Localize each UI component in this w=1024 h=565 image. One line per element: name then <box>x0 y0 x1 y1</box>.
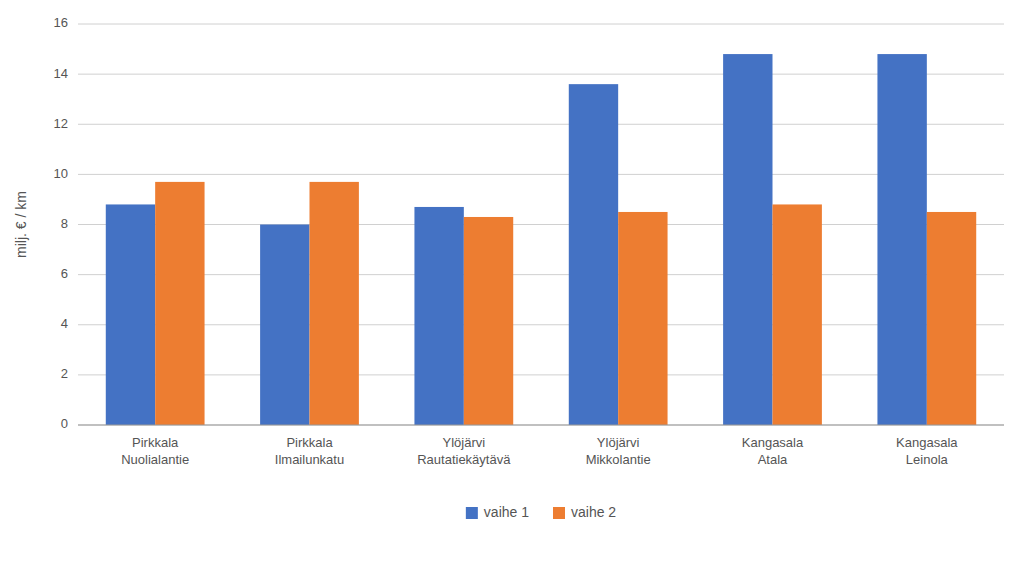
grid-line <box>78 24 1004 25</box>
x-axis-line <box>78 425 1004 426</box>
bar <box>618 212 667 425</box>
x-tick-label: Kangasala Atala <box>742 435 804 467</box>
x-tick-label: Ylöjärvi Mikkolantie <box>586 435 651 467</box>
legend: vaihe 1 vaihe 2 <box>466 504 617 520</box>
y-tick-label: 2 <box>61 366 68 381</box>
x-tick-label-line: Ilmailunkatu <box>275 452 344 467</box>
legend-swatch <box>466 507 478 519</box>
chart-container: 0 2 4 6 8 10 12 14 16 milj. € / km Pirkkala Nuolial… <box>0 0 1024 565</box>
bar <box>106 204 155 425</box>
grid-line <box>78 324 1004 325</box>
grid-line <box>78 124 1004 125</box>
x-tick-label-line: Kangasala <box>742 435 804 450</box>
grid-line <box>78 425 1004 426</box>
grid-line <box>78 74 1004 75</box>
x-tick-label-line: Mikkolantie <box>586 452 651 467</box>
legend-swatch <box>553 507 565 519</box>
y-axis-label: milj. € / km <box>13 191 29 258</box>
y-tick-label: 0 <box>61 416 68 431</box>
y-tick-label: 6 <box>61 266 68 281</box>
grid-line <box>78 224 1004 225</box>
y-tick-label: 8 <box>61 216 68 231</box>
x-tick-label: Kangasala Leinola <box>896 435 958 467</box>
bar <box>723 54 772 425</box>
legend-label: vaihe 1 <box>484 504 529 520</box>
bar <box>260 225 309 426</box>
legend-item: vaihe 1 <box>466 504 529 520</box>
x-tick-label-line: Pirkkala <box>132 435 179 450</box>
x-tick-label-line: Atala <box>758 452 788 467</box>
y-tick-label: 12 <box>54 116 68 131</box>
grid-line <box>78 274 1004 275</box>
x-tick-label-line: Pirkkala <box>286 435 333 450</box>
x-tick-label-line: Rautatiekäytävä <box>417 452 511 467</box>
x-tick-label: Pirkkala Ilmailunkatu <box>275 435 344 467</box>
bars <box>106 54 976 425</box>
x-tick-label: Pirkkala Nuolialantie <box>121 435 189 467</box>
bar <box>464 217 513 425</box>
chart-svg: 0 2 4 6 8 10 12 14 16 milj. € / km Pirkkala Nuolial… <box>0 0 1024 565</box>
x-tick-label-line: Kangasala <box>896 435 958 450</box>
legend-label: vaihe 2 <box>571 504 616 520</box>
y-tick-label: 4 <box>61 316 68 331</box>
bar <box>414 207 463 425</box>
x-tick-label-line: Ylöjärvi <box>443 435 486 450</box>
bar <box>877 54 926 425</box>
y-tick-label: 14 <box>54 66 68 81</box>
x-tick-label-line: Ylöjärvi <box>597 435 640 450</box>
bar <box>927 212 976 425</box>
bar <box>569 84 618 425</box>
grid-line <box>78 174 1004 175</box>
x-tick-label-line: Nuolialantie <box>121 452 189 467</box>
x-tick-label-line: Leinola <box>906 452 949 467</box>
y-tick-label: 16 <box>54 15 68 30</box>
grid-line <box>78 374 1004 375</box>
bar <box>773 204 822 425</box>
bar <box>155 182 204 425</box>
legend-item: vaihe 2 <box>553 504 616 520</box>
bar <box>310 182 359 425</box>
grid <box>78 24 1004 425</box>
y-tick-label: 10 <box>54 166 68 181</box>
x-tick-label: Ylöjärvi Rautatiekäytävä <box>417 435 511 467</box>
